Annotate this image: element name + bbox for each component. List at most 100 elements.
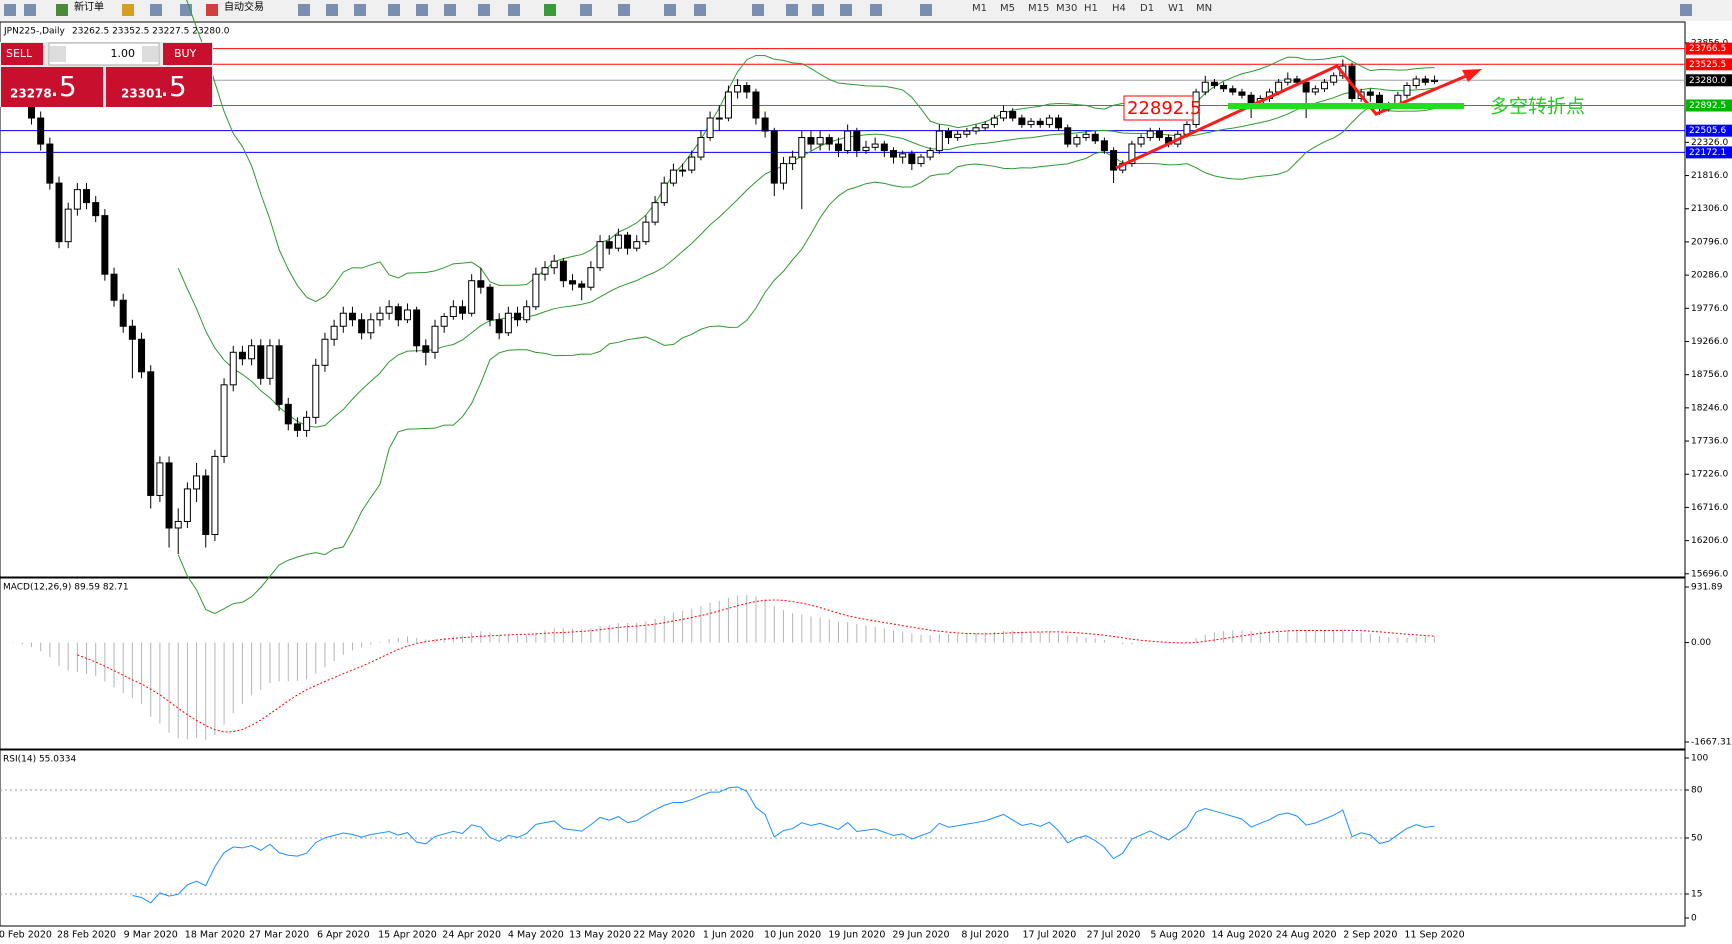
candle-body bbox=[1155, 130, 1163, 139]
price-level-tag bbox=[1686, 99, 1732, 112]
lot-value[interactable]: 1.00 bbox=[111, 47, 136, 60]
price-level-label: 23525.5 bbox=[1689, 60, 1726, 70]
candle-body bbox=[403, 309, 411, 321]
candle-body bbox=[1320, 81, 1328, 90]
x-tick-label: 10 Jun 2020 bbox=[764, 930, 821, 941]
candle-body bbox=[605, 241, 613, 249]
candle-body bbox=[220, 384, 228, 457]
timeframe[interactable]: H4 bbox=[1112, 3, 1126, 14]
buy-button[interactable] bbox=[163, 43, 212, 65]
y-tick-label: 21306.0 bbox=[1691, 204, 1728, 214]
sell-button[interactable] bbox=[1, 43, 43, 65]
arrow-head bbox=[1462, 69, 1482, 82]
candle-body bbox=[266, 345, 274, 379]
candle-body bbox=[651, 202, 659, 223]
icon[interactable] bbox=[122, 4, 134, 16]
candle-body bbox=[1238, 91, 1246, 96]
candle-body bbox=[348, 312, 356, 321]
icon[interactable] bbox=[478, 4, 490, 16]
ask-frac[interactable]: .5 bbox=[160, 70, 187, 103]
candle-body bbox=[559, 260, 567, 282]
timeframe[interactable]: MN bbox=[1196, 3, 1212, 14]
icon[interactable] bbox=[664, 4, 676, 16]
icon[interactable] bbox=[354, 4, 366, 16]
candle-body bbox=[119, 299, 127, 327]
bollinger-band bbox=[177, 105, 1435, 614]
icon[interactable] bbox=[444, 4, 456, 16]
candle-body bbox=[1064, 127, 1072, 145]
candle-body bbox=[1412, 78, 1420, 86]
timeframe[interactable]: M30 bbox=[1056, 3, 1077, 14]
candle-body bbox=[945, 130, 953, 139]
candle-body bbox=[440, 315, 448, 327]
candle-body bbox=[1330, 75, 1338, 83]
x-tick-label: 6 Apr 2020 bbox=[317, 930, 370, 941]
icon[interactable] bbox=[416, 4, 428, 16]
candle-body bbox=[825, 137, 833, 145]
sell-price[interactable] bbox=[1, 67, 103, 107]
icon[interactable] bbox=[786, 4, 798, 16]
y-tick-label: 19776.0 bbox=[1691, 304, 1728, 314]
candle-body bbox=[990, 117, 998, 126]
icon[interactable] bbox=[1680, 4, 1692, 16]
timeframe[interactable]: M5 bbox=[1000, 3, 1015, 14]
candle-body bbox=[275, 345, 283, 405]
candle-body bbox=[495, 319, 503, 334]
candle-body bbox=[1055, 117, 1063, 129]
icon[interactable] bbox=[326, 4, 338, 16]
x-tick-label: 24 Aug 2020 bbox=[1276, 930, 1337, 941]
new-order[interactable]: 新订单 bbox=[74, 0, 104, 13]
icon[interactable] bbox=[150, 4, 162, 16]
icon[interactable] bbox=[206, 4, 218, 16]
candle-body bbox=[908, 153, 916, 165]
y-tick-label: 50 bbox=[1691, 834, 1703, 844]
icon[interactable] bbox=[544, 4, 556, 16]
candle-body bbox=[1128, 143, 1136, 165]
candle-body bbox=[330, 325, 338, 340]
lot-down[interactable] bbox=[50, 46, 66, 62]
y-tick-label: 15 bbox=[1691, 890, 1702, 900]
bid-main[interactable]: 23278 bbox=[10, 87, 52, 101]
icon[interactable] bbox=[812, 4, 824, 16]
timeframe[interactable]: M15 bbox=[1028, 3, 1049, 14]
icon[interactable] bbox=[388, 4, 400, 16]
candle-body bbox=[477, 280, 485, 288]
auto-trading[interactable]: 自动交易 bbox=[224, 0, 264, 13]
buy-label[interactable]: BUY bbox=[174, 47, 197, 60]
timeframe[interactable]: M1 bbox=[972, 3, 987, 14]
x-tick-label: 28 Feb 2020 bbox=[57, 930, 116, 941]
icon[interactable] bbox=[618, 4, 630, 16]
y-tick-label: 21816.0 bbox=[1691, 171, 1728, 181]
candle-body bbox=[1000, 111, 1008, 119]
y-tick-label: 17226.0 bbox=[1691, 470, 1728, 480]
icon[interactable] bbox=[580, 4, 592, 16]
candle-body bbox=[202, 475, 210, 535]
icon[interactable] bbox=[870, 4, 882, 16]
bid-frac[interactable]: .5 bbox=[50, 70, 77, 103]
lot-up[interactable] bbox=[142, 46, 158, 62]
x-tick-label: 24 Apr 2020 bbox=[442, 930, 501, 941]
icon[interactable] bbox=[508, 4, 520, 16]
macd-signal bbox=[77, 599, 1435, 733]
icon[interactable] bbox=[840, 4, 852, 16]
candle-body bbox=[798, 137, 806, 158]
timeframe[interactable]: W1 bbox=[1168, 3, 1184, 14]
y-tick-label: 19266.0 bbox=[1691, 337, 1728, 347]
candle-body bbox=[1302, 81, 1310, 93]
candle-body bbox=[303, 416, 311, 431]
timeframe[interactable]: D1 bbox=[1140, 3, 1154, 14]
timeframe[interactable]: H1 bbox=[1084, 3, 1098, 14]
buy-price[interactable] bbox=[106, 67, 212, 107]
x-tick-label: 29 Jun 2020 bbox=[892, 930, 949, 941]
lot-field[interactable] bbox=[48, 42, 160, 66]
icon[interactable] bbox=[920, 4, 932, 16]
x-tick-label: 22 May 2020 bbox=[633, 930, 695, 941]
ask-main[interactable]: 23301 bbox=[121, 87, 163, 101]
sell-label[interactable]: SELL bbox=[6, 47, 33, 60]
icon[interactable] bbox=[752, 4, 764, 16]
icon[interactable] bbox=[694, 4, 706, 16]
icon[interactable] bbox=[298, 4, 310, 16]
candle-body bbox=[128, 325, 136, 340]
candle-body bbox=[183, 488, 191, 522]
icon[interactable] bbox=[56, 4, 68, 16]
